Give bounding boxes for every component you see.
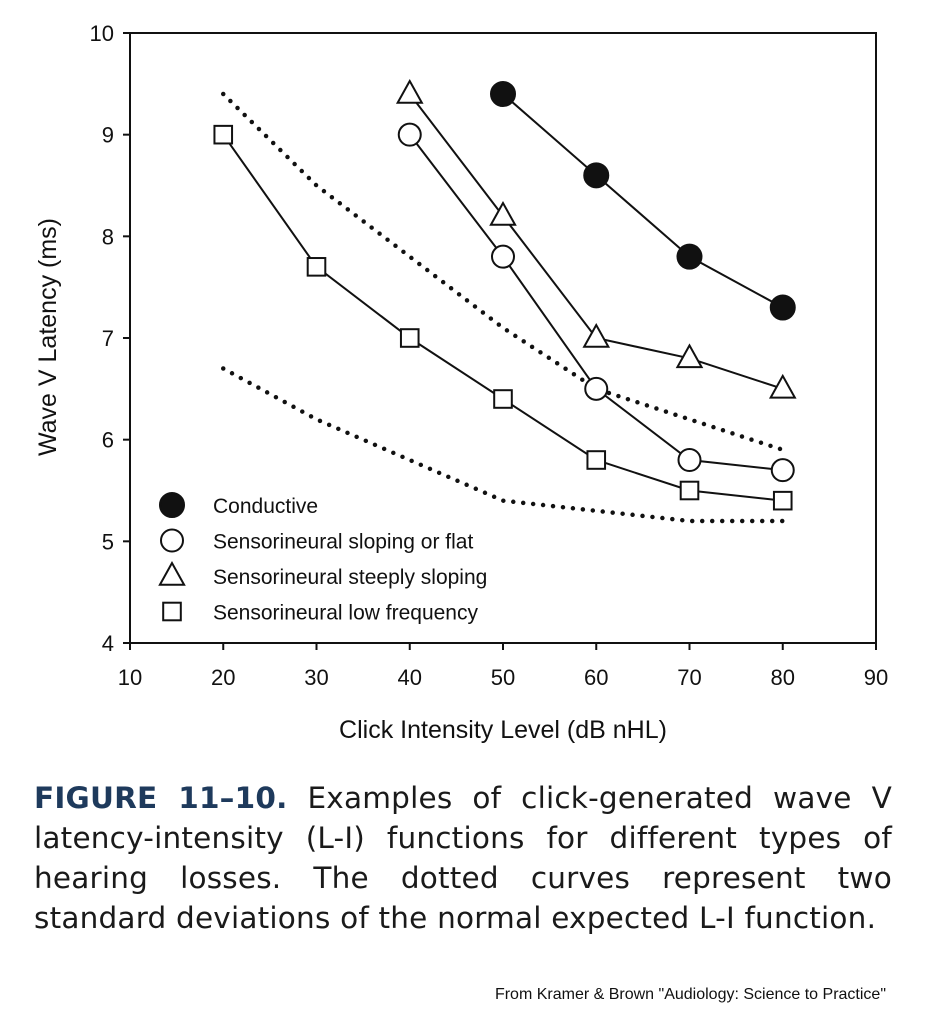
open-circle-marker: [397, 122, 422, 147]
y-tick-label: 9: [102, 123, 114, 148]
open-triangle-marker: [489, 200, 517, 226]
y-tick-label: 10: [90, 21, 114, 46]
x-tick-label: 20: [211, 665, 235, 690]
x-tick-label: 40: [398, 665, 422, 690]
y-tick-label: 7: [102, 326, 114, 351]
legend-item: Sensorineural sloping or flat: [160, 528, 473, 554]
figure-caption: FIGURE 11–10. Examples of click-generate…: [34, 778, 892, 938]
open-circle-marker: [160, 528, 184, 553]
filled-circle-marker: [676, 243, 703, 270]
open-circle-marker: [770, 458, 795, 483]
axes: 10 20 30 40 50 60 70 80 90 4 5 6 7 8 9 10: [90, 21, 889, 690]
figure-caption-text: Examples of click-generated wave V laten…: [34, 781, 892, 935]
open-square-marker: [586, 450, 607, 470]
y-tick-label: 5: [102, 529, 114, 554]
source-credit: From Kramer & Brown "Audiology: Science …: [494, 986, 886, 1003]
open-square-marker: [772, 490, 793, 511]
latency-intensity-chart: 10 20 30 40 50 60 70 80 90 4 5 6 7 8 9 10 Conductive Sen…: [34, 21, 889, 744]
open-square-marker: [399, 328, 420, 348]
x-tick-label: 70: [677, 665, 701, 690]
series-line: [222, 134, 783, 502]
filled-circle-marker: [769, 294, 796, 321]
open-circle-marker: [677, 448, 702, 472]
legend: Conductive Sensorineural sloping or flat S…: [158, 492, 487, 625]
open-triangle-marker: [582, 322, 611, 348]
filled-circle-marker: [490, 81, 516, 107]
y-tick-label: 4: [102, 631, 114, 656]
reference-curves: [221, 91, 785, 524]
x-tick-label: 90: [864, 665, 888, 690]
y-axis-label: Wave V Latency (ms): [34, 218, 62, 456]
series-open-circle: [397, 122, 795, 483]
legend-label: Conductive: [213, 495, 318, 518]
x-tick-label: 60: [584, 665, 608, 690]
open-square-marker: [306, 257, 327, 277]
series-open-triangle: [395, 78, 797, 399]
figure-label: FIGURE 11–10.: [34, 781, 288, 815]
open-square-marker: [679, 480, 700, 501]
open-circle-marker: [584, 376, 609, 401]
open-triangle-marker: [395, 78, 424, 104]
series-open-square: [213, 124, 793, 511]
y-tick-label: 6: [102, 428, 114, 453]
series-line: [502, 93, 784, 309]
open-triangle-marker: [675, 343, 704, 369]
open-triangle-marker: [158, 560, 186, 586]
open-triangle-marker: [768, 373, 797, 399]
open-circle-marker: [491, 244, 515, 269]
x-tick-label: 30: [304, 665, 328, 690]
x-tick-label: 50: [491, 665, 515, 690]
open-square-marker: [213, 124, 234, 145]
open-square-marker: [162, 601, 182, 622]
x-axis-label: Click Intensity Level (dB nHL): [339, 716, 667, 744]
series-filled-circle: [490, 81, 796, 321]
normal-range-curve: [221, 91, 785, 453]
filled-circle-marker: [159, 492, 185, 518]
legend-item: Sensorineural low frequency: [162, 601, 478, 625]
legend-item: Sensorineural steeply sloping: [158, 560, 487, 589]
legend-item: Conductive: [159, 492, 318, 518]
normal-range-curve: [221, 366, 785, 524]
data-series: [213, 78, 797, 511]
filled-circle-marker: [583, 162, 610, 189]
x-tick-label: 80: [771, 665, 795, 690]
open-square-marker: [493, 389, 513, 409]
x-tick-label: 10: [118, 665, 142, 690]
y-tick-label: 8: [102, 224, 114, 249]
legend-label: Sensorineural steeply sloping: [213, 566, 487, 589]
legend-label: Sensorineural low frequency: [213, 602, 478, 625]
legend-label: Sensorineural sloping or flat: [213, 531, 473, 554]
